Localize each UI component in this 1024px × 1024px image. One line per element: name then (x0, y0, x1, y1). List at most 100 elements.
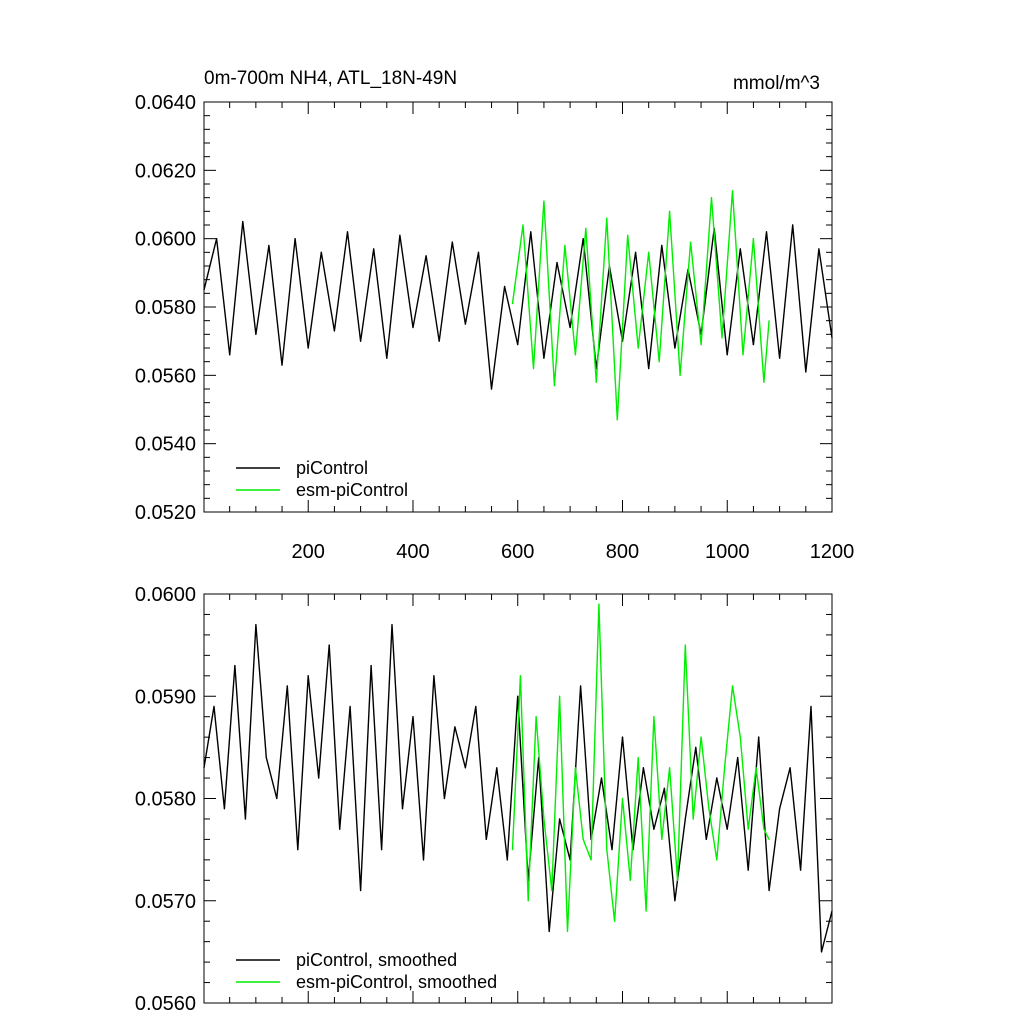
data-point (433, 675, 435, 677)
data-point (517, 695, 519, 697)
data-point (504, 285, 506, 288)
data-point (511, 849, 514, 851)
data-point (658, 361, 660, 363)
x-tick-label: 1000 (705, 541, 750, 563)
data-point (339, 828, 341, 830)
data-point (530, 231, 532, 233)
data-point (724, 767, 726, 769)
data-point (496, 767, 498, 769)
data-point (763, 381, 765, 383)
data-point (752, 238, 755, 240)
y-tick-label: 0.0600 (135, 584, 196, 606)
data-point (731, 190, 734, 192)
data-point (559, 818, 561, 820)
data-point (653, 828, 655, 830)
data-point (765, 231, 768, 233)
data-point (648, 367, 650, 370)
data-point (637, 757, 639, 759)
data-point (768, 838, 770, 841)
series-line-picontrol (203, 624, 833, 953)
data-point (213, 705, 215, 708)
data-point (768, 889, 770, 892)
data-point (768, 320, 770, 322)
data-point (381, 849, 383, 851)
data-point (574, 354, 577, 356)
data-point (276, 797, 278, 800)
data-point (464, 323, 466, 325)
data-point (716, 859, 718, 861)
data-point (789, 767, 791, 769)
data-point (234, 665, 236, 667)
data-point (391, 624, 393, 626)
data-point (216, 238, 218, 240)
data-point (755, 767, 757, 769)
data-point (779, 808, 781, 810)
legend-label: esm-piControl (296, 480, 408, 500)
data-point (580, 685, 582, 687)
data-point (294, 238, 296, 240)
data-point (370, 665, 372, 667)
y-tick-label: 0.0560 (135, 365, 196, 387)
legend-label: esm-piControl, smoothed (296, 972, 497, 992)
series-line-picontrol (203, 220, 833, 390)
data-point (653, 716, 655, 718)
data-point (511, 303, 514, 305)
data-point (349, 705, 351, 708)
series-line-esm-picontrol (511, 190, 770, 421)
data-point (739, 248, 741, 250)
data-point (684, 644, 686, 646)
data-point (242, 221, 244, 223)
data-point (684, 818, 686, 820)
data-point (551, 889, 553, 892)
data-point (726, 828, 728, 830)
data-point (629, 879, 631, 881)
data-point (574, 767, 577, 769)
data-point (281, 364, 283, 366)
data-point (464, 767, 466, 769)
top-panel: 0m-700m NH4, ATL_18N-49N mmol/m^3 0.0520… (135, 68, 854, 563)
data-point (386, 357, 388, 359)
bottom-series-group (203, 603, 833, 953)
data-point (255, 333, 257, 335)
bottom-panel: 0.0560 0.0570 0.0580 0.0590 0.0600 piControl… (135, 584, 833, 1015)
data-point (399, 234, 401, 236)
data-point (818, 248, 820, 250)
data-point (566, 930, 569, 933)
data-point (265, 757, 267, 759)
x-tick-label: 800 (606, 541, 639, 563)
data-point (268, 244, 270, 247)
data-point (477, 251, 480, 253)
data-point (731, 685, 734, 687)
top-series-group (203, 190, 833, 421)
data-point (517, 344, 519, 346)
data-point (674, 900, 676, 902)
data-point (648, 251, 650, 253)
legend-label: piControl, smoothed (296, 950, 457, 970)
data-point (621, 736, 624, 738)
data-point (669, 210, 671, 212)
data-point (522, 224, 524, 226)
data-point (805, 371, 807, 373)
data-point (820, 951, 823, 953)
data-point (425, 255, 427, 257)
y-tick-label: 0.0520 (135, 502, 196, 524)
data-point (692, 818, 694, 820)
x-tick-label: 1200 (810, 541, 855, 563)
data-point (360, 340, 362, 342)
data-point (454, 726, 456, 728)
data-point (616, 419, 618, 421)
series-line-esm-picontrol (511, 603, 770, 933)
data-point (543, 357, 545, 359)
y-tick-label: 0.0590 (135, 686, 196, 708)
y-tick-label: 0.0560 (135, 993, 196, 1015)
y-tick-label: 0.0580 (135, 789, 196, 811)
data-point (223, 808, 225, 810)
top-chart-title: 0m-700m NH4, ATL_18N-49N (204, 68, 457, 89)
data-point (674, 347, 676, 349)
data-point (763, 828, 765, 830)
data-point (585, 227, 587, 229)
data-point (810, 705, 812, 708)
data-point (661, 838, 663, 841)
